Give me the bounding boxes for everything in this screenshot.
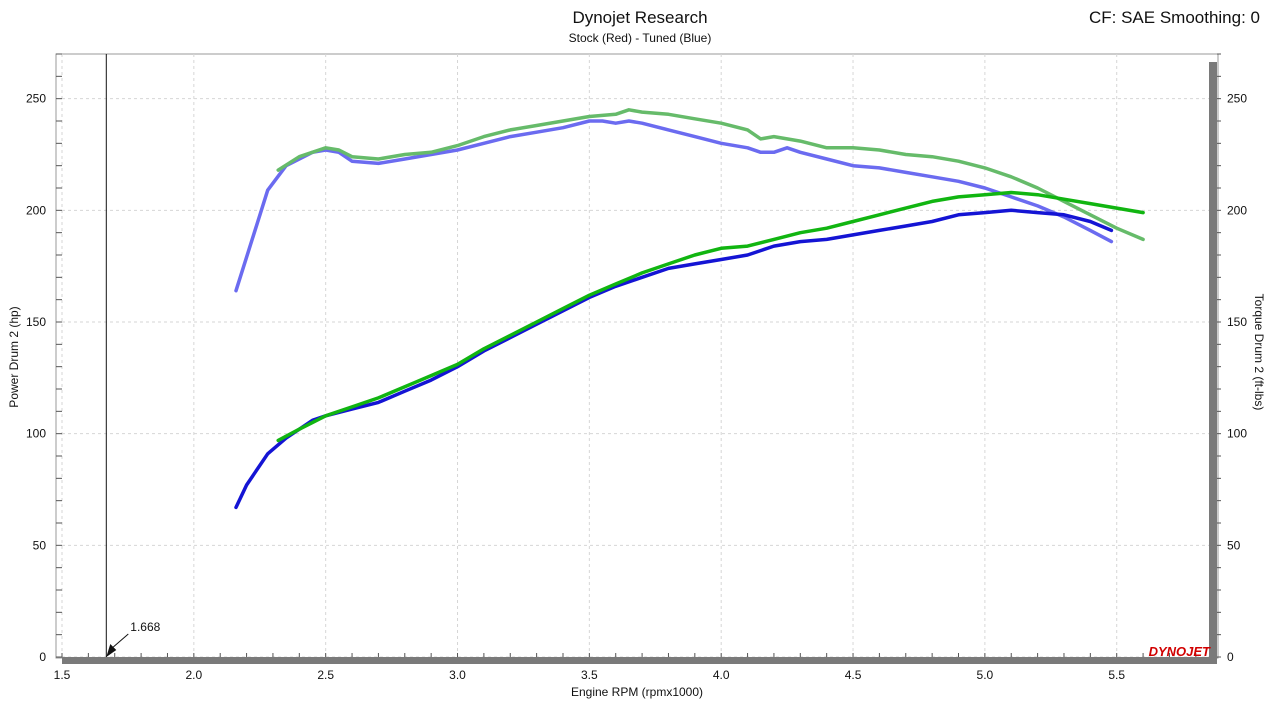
x-tick-label: 3.0	[449, 668, 466, 682]
y-tick-label: 100	[26, 427, 46, 441]
axis-minor-ticks	[56, 53, 1221, 658]
x-tick-label: 3.5	[581, 668, 598, 682]
rpm-cursor-label: 1.668	[130, 620, 160, 634]
y2-axis-label: Torque Drum 2 (ft-lbs)	[1252, 294, 1266, 411]
bottom-axis-band	[62, 657, 1217, 664]
x-axis-label: Engine RPM (rpmx1000)	[571, 685, 703, 699]
y-tick-label: 250	[26, 92, 46, 106]
y2-tick-label: 100	[1227, 427, 1247, 441]
series-group	[234, 108, 1145, 510]
rpm-cursor-leader	[112, 633, 129, 648]
tick-labels: 1.5 2.0 2.5 3.0 3.5 4.0 4.5 5.0 5.5 0 50 100 150 200 2…	[26, 92, 1247, 682]
x-tick-label: 2.5	[317, 668, 334, 682]
x-tick-label: 2.0	[185, 668, 202, 682]
series-line-torque-stock	[234, 119, 1114, 293]
y2-tick-label: 50	[1227, 538, 1241, 552]
chart-title: Dynojet Research	[572, 8, 708, 27]
y2-tick-label: 150	[1227, 315, 1247, 329]
y2-tick-label: 0	[1227, 650, 1234, 664]
chart-subtitle: Stock (Red) - Tuned (Blue)	[568, 31, 712, 45]
x-tick-label: 4.0	[713, 668, 730, 682]
y-tick-label: 200	[26, 203, 46, 217]
series-line-torque-tuned	[276, 108, 1145, 242]
rpm-cursor-arrow-icon[interactable]	[106, 644, 117, 657]
plot-area	[55, 53, 1219, 659]
dynojet-logo: DYNOJET	[1149, 644, 1211, 659]
right-axis-band	[1209, 62, 1217, 658]
y2-tick-label: 250	[1227, 92, 1247, 106]
x-tick-label: 5.5	[1108, 668, 1125, 682]
x-tick-label: 4.5	[845, 668, 862, 682]
x-tick-label: 5.0	[977, 668, 994, 682]
y2-tick-label: 200	[1227, 203, 1247, 217]
y-tick-label: 150	[26, 315, 46, 329]
series-line-power-tuned	[276, 190, 1145, 443]
y-axis-label: Power Drum 2 (hp)	[7, 306, 21, 407]
y-tick-label: 50	[33, 538, 47, 552]
correction-factor-label: CF: SAE Smoothing: 0	[1088, 8, 1260, 27]
y-tick-label: 0	[39, 650, 46, 664]
x-tick-label: 1.5	[54, 668, 71, 682]
